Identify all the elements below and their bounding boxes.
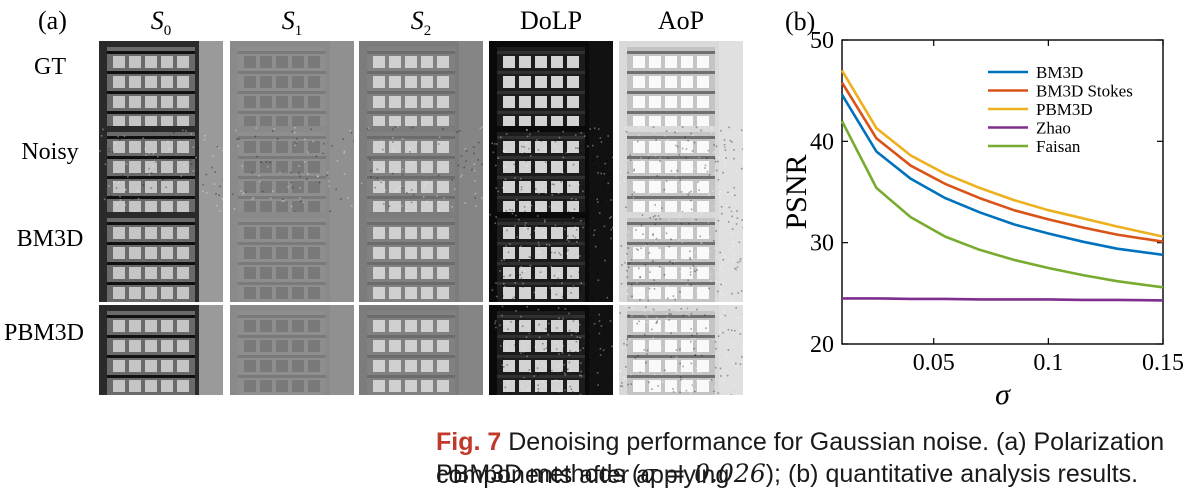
y-tick-label: 20 (810, 332, 834, 358)
series-line-zhao (842, 297, 1164, 302)
image-tile-bm3d-s0 (99, 212, 223, 302)
row-label-bm3d: BM3D (16, 226, 84, 252)
x-tick-label: 0.15 (1142, 350, 1184, 376)
chart-axes: 20 30 40 50 0.05 0.1 0.15 σ PSNR (780, 28, 1184, 411)
y-tick-label: 30 (810, 231, 834, 257)
image-tile-gt-aop (619, 41, 743, 131)
image-tile-gt-s0 (99, 41, 223, 131)
image-tile-noisy-s2 (359, 126, 483, 216)
legend-label-bm3d: BM3D (1036, 63, 1083, 82)
image-tile-bm3d-s1 (230, 212, 354, 302)
figure-caption: Fig. 7 Denoising performance for Gaussia… (436, 426, 1174, 492)
caption-line2-pre: PBM3D methods ( (436, 460, 641, 488)
series-line-faisan (840, 120, 1164, 289)
legend-label-pbm3d: PBM3D (1036, 100, 1093, 119)
caption-sigma: σ = 0.026 (640, 459, 766, 488)
x-tick-label: 0.1 (1033, 350, 1063, 376)
caption-line2: PBM3D methods (σ = 0.026); (b) quantitat… (436, 459, 1138, 489)
series-line-bm3d (840, 94, 1164, 257)
image-tile-bm3d-s2 (359, 212, 483, 302)
image-tile-noisy-dolp (489, 126, 613, 216)
chart-series (840, 69, 1164, 302)
image-tile-pbm3d-s0 (99, 305, 223, 395)
image-tile-bm3d-dolp (489, 212, 613, 302)
legend-label-faisan: Faisan (1036, 137, 1081, 156)
image-tile-pbm3d-s2 (359, 305, 483, 395)
caption-line2-post: ); (b) quantitative analysis results. (765, 460, 1139, 488)
column-header-s2: S2 (410, 6, 432, 40)
caption-line1: Denoising performance for Gaussian noise… (436, 428, 1165, 489)
series-line-bm3d-stokes (840, 81, 1164, 243)
row-label-pbm3d: PBM3D (3, 320, 85, 346)
legend-label-bm3d-stokes: BM3D Stokes (1036, 82, 1133, 101)
image-tile-pbm3d-s1 (230, 305, 354, 395)
panel-b-label: (b) (785, 7, 815, 36)
x-tick-label: 0.05 (913, 350, 955, 376)
image-tile-noisy-s1 (230, 126, 354, 216)
y-tick-label: 40 (810, 129, 834, 155)
image-tile-pbm3d-aop (619, 305, 743, 395)
image-tile-noisy-s0 (99, 126, 223, 216)
image-tile-gt-dolp (489, 41, 613, 131)
image-tile-gt-s1 (230, 41, 354, 131)
column-header-s0: S0 (150, 6, 172, 40)
image-tile-pbm3d-dolp (489, 305, 613, 395)
legend-label-zhao: Zhao (1036, 119, 1071, 138)
image-tile-noisy-aop (619, 126, 743, 216)
image-tile-gt-s2 (359, 41, 483, 131)
row-label-noisy: Noisy (21, 139, 79, 165)
plot-frame (841, 39, 1164, 345)
image-tile-bm3d-aop (619, 212, 743, 302)
series-line-pbm3d (840, 69, 1164, 238)
column-header-aop: AoP (657, 6, 705, 35)
y-axis-label: PSNR (780, 154, 813, 229)
x-axis-label: σ (995, 378, 1011, 411)
column-header-s1: S1 (281, 6, 303, 40)
row-label-gt: GT (34, 54, 66, 80)
panel-a-label: (a) (38, 6, 67, 35)
y-tick-label: 50 (810, 28, 834, 54)
caption-figure-number: Fig. 7 (436, 428, 502, 456)
column-header-dolp: DoLP (519, 6, 583, 35)
